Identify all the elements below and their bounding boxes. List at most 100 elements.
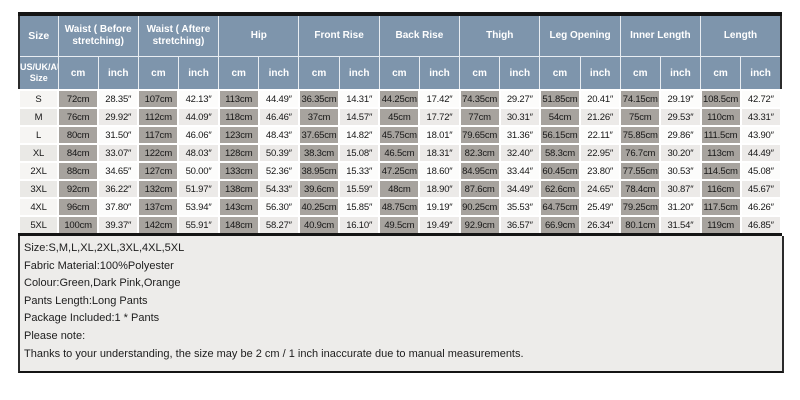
unit-cm-cell: cm (137, 56, 179, 91)
header-group-cell: Thigh (459, 13, 541, 57)
measurement-cell: 77cm (458, 107, 501, 127)
measurement-cell: 54.33″ (257, 179, 300, 199)
measurement-cell: 46.46″ (257, 107, 300, 127)
measurement-cell: 42.13″ (177, 89, 220, 109)
measurement-cell: 51.85cm (538, 89, 582, 109)
unit-cm-cell: cm (539, 56, 581, 91)
table-row: 5XL 100cm 39.37″ 142cm 55.91″ 148cm 58.27″ 40.9… (18, 215, 783, 236)
measurement-cell: 46.85″ (739, 215, 783, 236)
measurement-cell: 18.01″ (418, 125, 461, 145)
measurement-cell: 31.50″ (97, 125, 140, 145)
note-package-included: Package Included:1 * Pants (24, 312, 160, 325)
measurement-cell: 39.6cm (297, 179, 341, 199)
measurement-cell: 74.15cm (619, 89, 662, 109)
unit-inch-cell: inch (97, 56, 139, 91)
measurement-cell: 122cm (137, 143, 180, 163)
measurement-cell: 50.39″ (257, 143, 300, 163)
measurement-cell: 32.40″ (498, 143, 541, 163)
measurement-cell: 16.10″ (338, 215, 381, 236)
measurement-cell: 46.5cm (378, 143, 421, 163)
measurement-cell: 18.60″ (418, 161, 461, 181)
header-group-cell: Hip (218, 13, 300, 57)
header-group-cell: Inner Length (619, 13, 702, 57)
measurement-cell: 78.4cm (619, 179, 662, 199)
measurement-cell: 62.6cm (538, 179, 582, 199)
measurement-cell: 82.3cm (458, 143, 501, 163)
measurement-cell: 15.33″ (338, 161, 381, 181)
table-row: XL 84cm 33.07″ 122cm 48.03″ 128cm 50.39″ 38.3cm… (18, 143, 783, 163)
measurement-cell: 34.49″ (498, 179, 541, 199)
measurement-cell: 37.65cm (297, 125, 341, 145)
measurement-cell: 46.26″ (739, 197, 783, 217)
measurement-cell: 75cm (619, 107, 662, 127)
measurement-cell: 14.57″ (338, 107, 381, 127)
table-row: L 80cm 31.50″ 117cm 46.06″ 123cm 48.43″ 37.65cm… (18, 125, 783, 145)
measurement-cell: 45.08″ (739, 161, 783, 181)
measurement-cell: 45cm (378, 107, 421, 127)
measurement-cell: 33.07″ (97, 143, 140, 163)
measurement-cell: 43.90″ (739, 125, 783, 145)
measurement-cell: 75.85cm (619, 125, 662, 145)
measurement-cell: 133cm (217, 161, 260, 181)
measurement-cell: 36.35cm (297, 89, 341, 109)
measurement-cell: 44.49″ (739, 143, 783, 163)
measurement-cell: 47.25cm (378, 161, 421, 181)
measurement-cell: 45.67″ (739, 179, 783, 199)
size-cell: XL (18, 143, 59, 163)
table-row: M 76cm 29.92″ 112cm 44.09″ 118cm 46.46″ 37cm 14.… (18, 107, 783, 127)
unit-cm-cell: cm (298, 56, 340, 91)
measurement-cell: 84cm (56, 143, 100, 163)
measurement-cell: 15.59″ (338, 179, 381, 199)
measurement-cell: 17.42″ (418, 89, 461, 109)
measurement-cell: 107cm (137, 89, 180, 109)
measurement-cell: 18.31″ (418, 143, 461, 163)
measurement-cell: 19.49″ (418, 215, 461, 236)
measurement-cell: 36.57″ (498, 215, 541, 236)
header-group-cell: Leg Opening (539, 13, 621, 57)
table-row: 2XL 88cm 34.65″ 127cm 50.00″ 133cm 52.36″ 38.95… (18, 161, 783, 181)
measurement-cell: 24.65″ (579, 179, 622, 199)
measurement-cell: 108.5cm (699, 89, 742, 109)
measurement-cell: 29.19″ (659, 89, 702, 109)
measurement-cell: 43.31″ (739, 107, 783, 127)
size-cell: 3XL (18, 179, 59, 199)
measurement-cell: 23.80″ (579, 161, 622, 181)
measurement-cell: 52.36″ (257, 161, 300, 181)
measurement-cell: 123cm (217, 125, 260, 145)
measurement-cell: 29.27″ (498, 89, 541, 109)
measurement-cell: 58.3cm (538, 143, 582, 163)
header-group-cell: Back Rise (378, 13, 461, 57)
measurement-cell: 45.75cm (378, 125, 421, 145)
measurement-cell: 30.20″ (659, 143, 702, 163)
header-group-cell: Waist ( Before stretching) (57, 13, 139, 57)
measurement-cell: 38.95cm (297, 161, 341, 181)
measurement-cell: 111.5cm (699, 125, 742, 145)
header-group-cell: Front Rise (298, 13, 380, 57)
size-cell: 2XL (18, 161, 59, 181)
measurement-cell: 30.87″ (659, 179, 702, 199)
measurement-cell: 36.22″ (97, 179, 140, 199)
note-disclaimer: Thanks to your understanding, the size m… (24, 347, 524, 360)
measurement-cell: 29.92″ (97, 107, 140, 127)
measurement-cell: 127cm (137, 161, 180, 181)
measurement-cell: 20.41″ (579, 89, 622, 109)
size-cell: 5XL (18, 215, 59, 236)
measurement-cell: 34.65″ (97, 161, 140, 181)
unit-inch-cell: inch (177, 56, 220, 91)
measurement-cell: 114.5cm (699, 161, 742, 181)
unit-inch-cell: inch (338, 56, 380, 91)
measurement-cell: 148cm (217, 215, 260, 236)
table-row: S 72cm 28.35″ 107cm 42.13″ 113cm 44.49″ 36.35cm… (18, 89, 783, 109)
measurement-cell: 84.95cm (458, 161, 501, 181)
note-sizes: Size:S,M,L,XL,2XL,3XL,4XL,5XL (24, 242, 185, 254)
unit-inch-cell: inch (740, 56, 782, 91)
measurement-cell: 44.25cm (378, 89, 421, 109)
measurement-cell: 58.27″ (257, 215, 300, 236)
measurement-cell: 17.72″ (418, 107, 461, 127)
size-chart-body: S 72cm 28.35″ 107cm 42.13″ 113cm 44.49″ 36.35cm… (18, 89, 783, 236)
measurement-cell: 64.75cm (538, 197, 582, 217)
measurement-cell: 30.31″ (498, 107, 541, 127)
measurement-cell: 40.9cm (297, 215, 341, 236)
note-please-note: Please note: (24, 329, 86, 342)
measurement-cell: 37cm (297, 107, 341, 127)
